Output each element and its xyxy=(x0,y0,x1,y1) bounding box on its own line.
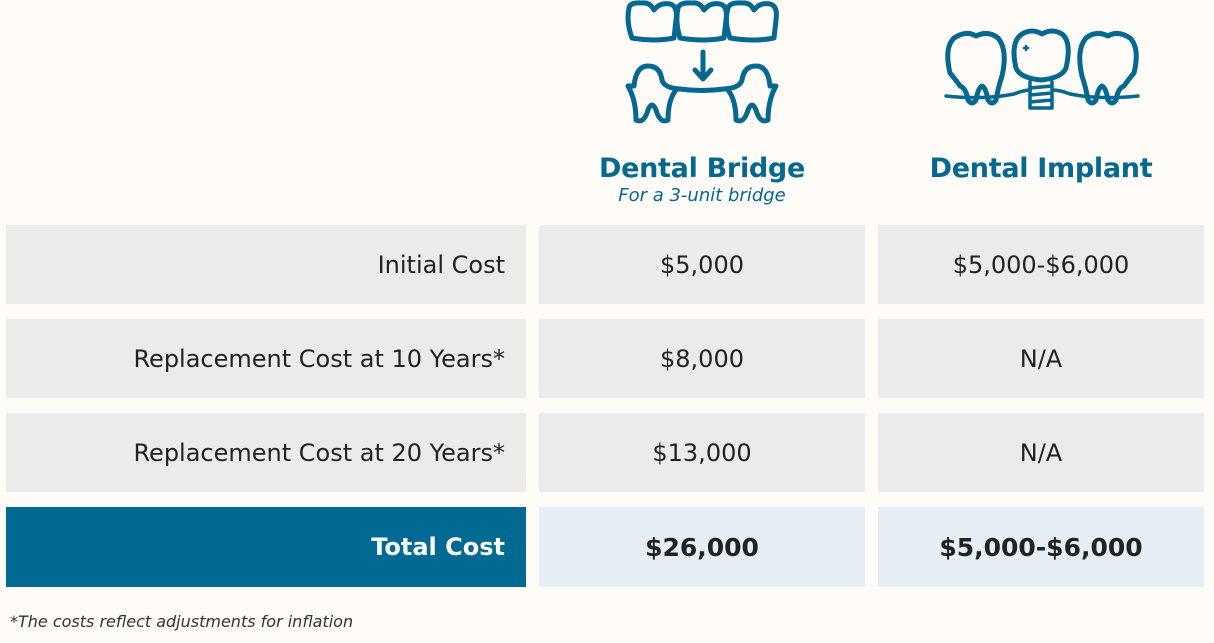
implant-total-cost: $5,000-$6,000 xyxy=(878,507,1204,587)
footnote: *The costs reflect adjustments for infla… xyxy=(10,612,354,631)
bridge-replacement-10: $8,000 xyxy=(539,319,865,398)
column-header-bridge: Dental Bridge For a 3-unit bridge xyxy=(539,153,865,206)
bridge-title: Dental Bridge xyxy=(599,153,805,184)
column-header-implant: Dental Implant xyxy=(878,153,1204,184)
implant-initial-cost: $5,000-$6,000 xyxy=(878,225,1204,304)
bridge-replacement-20: $13,000 xyxy=(539,413,865,492)
bridge-initial-cost: $5,000 xyxy=(539,225,865,304)
bridge-total-cost: $26,000 xyxy=(539,507,865,587)
row-label-replacement-20: Replacement Cost at 20 Years* xyxy=(6,413,526,492)
implant-replacement-10: N/A xyxy=(878,319,1204,398)
dental-bridge-icon xyxy=(625,0,779,124)
dental-implant-icon xyxy=(944,28,1140,110)
implant-replacement-20: N/A xyxy=(878,413,1204,492)
row-label-total-cost: Total Cost xyxy=(6,507,526,587)
row-label-replacement-10: Replacement Cost at 10 Years* xyxy=(6,319,526,398)
bridge-subtitle: For a 3-unit bridge xyxy=(618,185,786,206)
implant-title: Dental Implant xyxy=(929,153,1153,184)
row-label-initial-cost: Initial Cost xyxy=(6,225,526,304)
